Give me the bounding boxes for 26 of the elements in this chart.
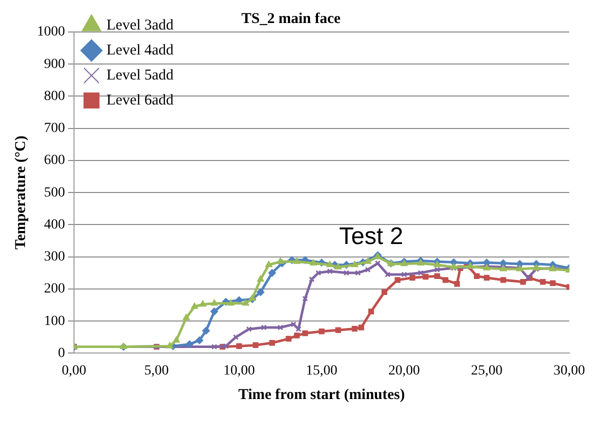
- x-axis-title: Time from start (minutes): [238, 386, 405, 403]
- y-tick-label: 0: [58, 346, 65, 361]
- y-tick-label: 800: [44, 88, 65, 104]
- x-tick-label: 15,00: [306, 363, 338, 378]
- y-tick-label: 900: [44, 56, 65, 72]
- legend-label: Level 3add: [106, 17, 174, 34]
- legend-label: Level 4add: [106, 42, 174, 58]
- x-tick-label: 0,00: [62, 363, 86, 378]
- y-tick-label: 1000: [37, 24, 65, 40]
- x-tick-label: 30,00: [554, 363, 585, 378]
- y-tick-label: 700: [44, 121, 65, 136]
- y-tick-label: 200: [44, 282, 65, 297]
- y-tick-label: 100: [44, 314, 65, 329]
- x-tick-label: 5,00: [144, 363, 169, 378]
- legend-label: Level 5add: [106, 67, 174, 84]
- y-tick-label: 300: [44, 250, 65, 265]
- y-axis-title: Temperature (°C): [12, 136, 29, 250]
- x-tick-label: 25,00: [470, 363, 502, 378]
- annotation: Test 2: [339, 222, 404, 250]
- y-tick-label: 500: [44, 185, 65, 200]
- y-tick-label: 400: [44, 217, 65, 232]
- chart-title: TS_2 main face: [241, 10, 341, 27]
- y-tick-label: 600: [44, 153, 65, 168]
- legend-label: Level 6add: [106, 92, 174, 108]
- x-tick-label: 20,00: [388, 363, 420, 378]
- x-tick-label: 10,00: [223, 363, 255, 378]
